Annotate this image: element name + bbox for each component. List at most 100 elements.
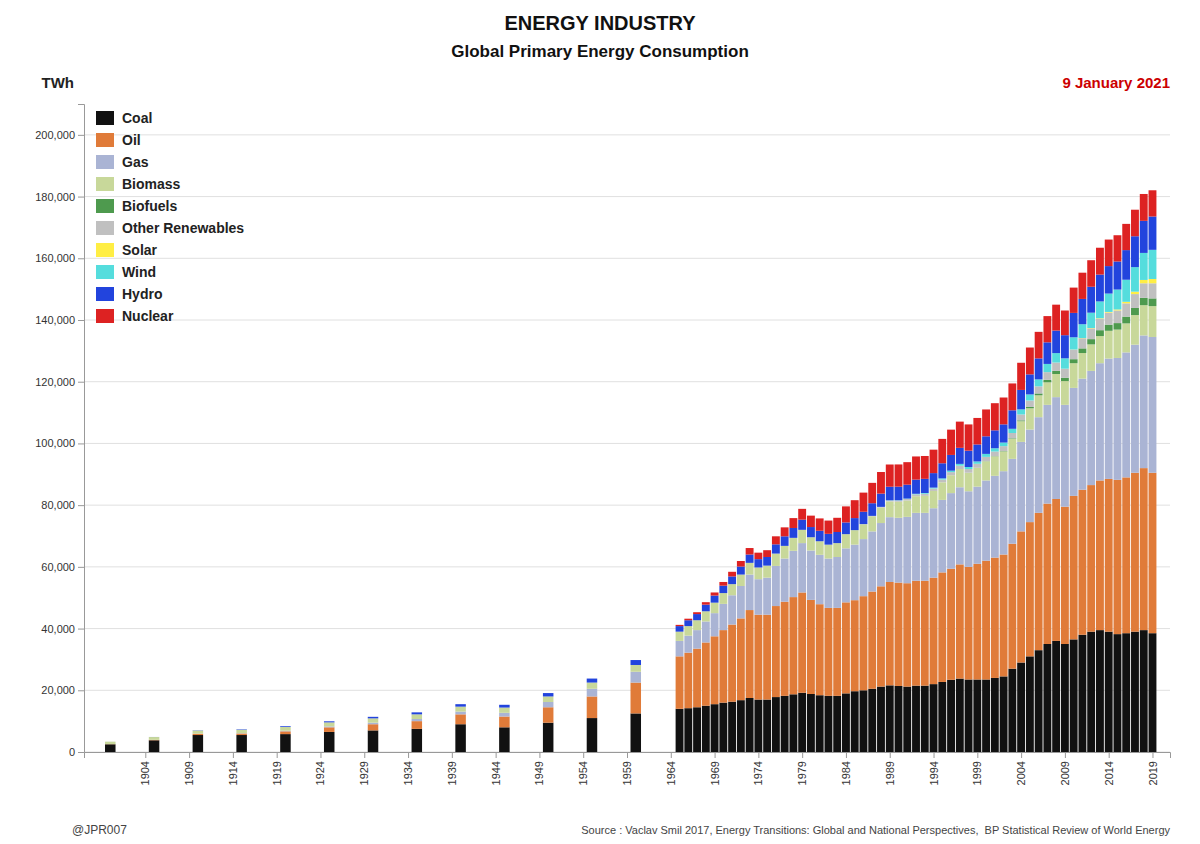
y-tick-mark (78, 629, 84, 630)
bar (1078, 273, 1086, 299)
bar (877, 586, 885, 686)
bar (1026, 408, 1034, 429)
bar (1131, 632, 1139, 752)
bar (868, 592, 876, 689)
grid-line (84, 320, 1170, 321)
bar (1122, 250, 1130, 280)
legend-label: Nuclear (122, 308, 174, 324)
bar (860, 512, 868, 524)
bar (1149, 337, 1157, 473)
bar (324, 721, 335, 722)
bar (965, 679, 973, 752)
bar (965, 467, 973, 469)
bar (236, 729, 247, 730)
title: ENERGY INDUSTRY (504, 12, 696, 34)
bar (903, 485, 911, 499)
x-axis-line (85, 753, 1171, 759)
bar (1105, 359, 1113, 479)
bar (973, 679, 981, 752)
bar (324, 732, 335, 752)
bar (903, 498, 911, 499)
bar (1026, 522, 1034, 656)
bar (280, 727, 291, 728)
x-tick-label: 1904 (139, 761, 151, 785)
bar (1131, 292, 1139, 294)
bar (1105, 325, 1113, 331)
x-tick-label: 1939 (446, 761, 458, 785)
bar (737, 567, 745, 575)
x-tick: 1929 (358, 752, 370, 785)
bar (1122, 302, 1130, 304)
x-tick-label: 1909 (183, 761, 195, 785)
y-tick-label: 200,000 (35, 129, 75, 141)
bar (851, 518, 859, 530)
bar (816, 541, 824, 555)
bar (912, 496, 920, 513)
bar (193, 735, 204, 752)
legend-item: Solar (96, 242, 158, 258)
bar (324, 722, 335, 723)
bar (728, 572, 736, 577)
bar (1035, 358, 1043, 379)
bar (1087, 328, 1095, 339)
bar-series (982, 298, 1156, 462)
grid-line (84, 381, 1170, 382)
bar (842, 693, 850, 752)
bar (982, 561, 990, 680)
bar (280, 727, 291, 728)
chart-container: 020,00040,00060,00080,000100,000120,0001… (0, 0, 1200, 844)
bar (105, 741, 116, 742)
bar (324, 721, 335, 722)
legend-swatch (96, 309, 114, 323)
bar-series (860, 283, 1157, 524)
bar (842, 506, 850, 522)
date-annotation: 9 January 2021 (1062, 74, 1170, 91)
x-tick-label: 1999 (971, 761, 983, 785)
legend-label: Solar (122, 242, 158, 258)
bar (1017, 414, 1025, 420)
bar (368, 717, 379, 719)
bar (991, 456, 999, 475)
bar (903, 462, 911, 485)
bar (754, 615, 762, 700)
legend-swatch (96, 221, 114, 235)
bar (1131, 236, 1139, 267)
bar (930, 473, 938, 488)
bar (807, 694, 815, 752)
bar (193, 730, 204, 731)
legend: CoalOilGasBiomassBiofuelsOther Renewable… (96, 110, 244, 324)
y-tick: 0 (69, 746, 84, 758)
bar (798, 530, 806, 543)
bar-series (676, 190, 1157, 626)
grid (84, 135, 1170, 752)
bar (455, 712, 466, 715)
bar (860, 690, 868, 752)
bar (1017, 421, 1025, 442)
bar (676, 632, 684, 641)
bar (684, 620, 692, 626)
bar (938, 479, 946, 480)
x-tick-label: 1919 (271, 761, 283, 785)
bar (193, 730, 204, 731)
x-tick: 1989 (884, 752, 896, 785)
bar (236, 735, 247, 752)
bar (1017, 409, 1025, 414)
bar (1087, 260, 1095, 287)
bar (833, 518, 841, 532)
bar (1114, 290, 1122, 310)
bar (1149, 633, 1157, 752)
bar (499, 708, 510, 713)
y-tick-mark (78, 320, 84, 321)
x-tick: 1999 (971, 752, 983, 785)
bar (824, 608, 832, 696)
chart-svg: 020,00040,00060,00080,000100,000120,0001… (0, 0, 1200, 844)
bar (1061, 378, 1069, 381)
bar (1105, 294, 1113, 312)
y-tick-label: 140,000 (35, 314, 75, 326)
bar (587, 689, 598, 697)
bar (280, 726, 291, 728)
bar (149, 740, 160, 752)
bar (193, 730, 204, 731)
x-tick: 1959 (621, 752, 633, 785)
bar (1070, 359, 1078, 363)
